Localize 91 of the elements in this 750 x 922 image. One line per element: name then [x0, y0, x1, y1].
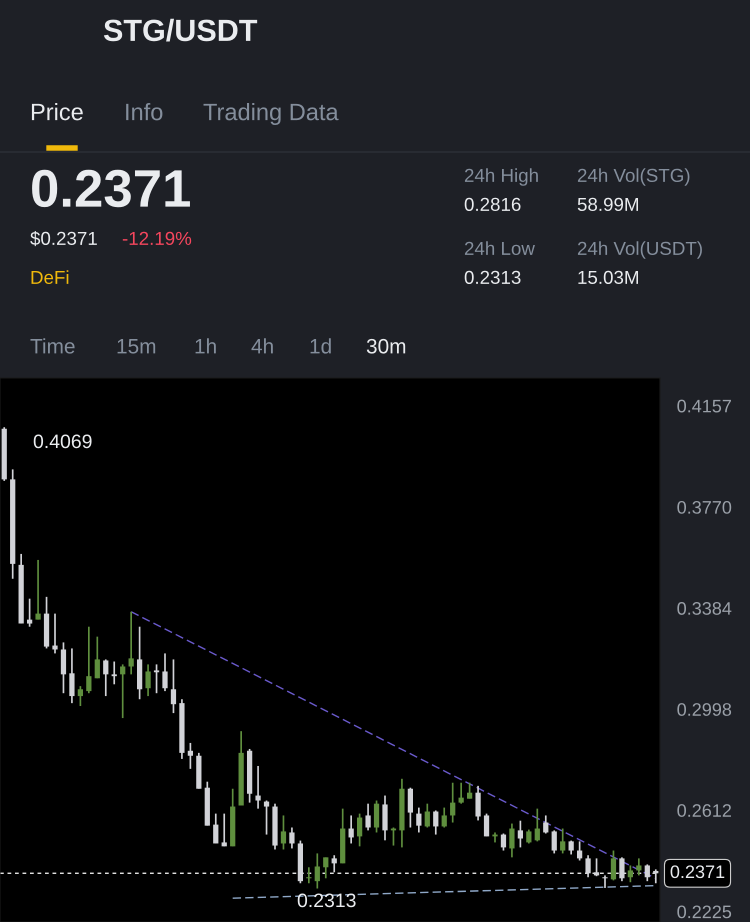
text: Price: [32, 102, 83, 120]
text: Info: [126, 103, 162, 120]
text: 4h: [251, 338, 273, 354]
candlestick: [636, 858, 642, 876]
candlestick: [162, 652, 168, 692]
candlestick: [222, 812, 227, 848]
text: 0.2816: [464, 198, 521, 212]
candlestick: [576, 840, 582, 862]
candlestick: [120, 664, 126, 719]
text: DeFi: [32, 270, 68, 284]
y-tick-label: 0.3770: [677, 500, 732, 514]
candlestick: [518, 820, 524, 848]
text: 58.99M: [578, 198, 638, 212]
candlestick: [408, 786, 414, 828]
candlestick: [356, 812, 362, 848]
y-tick-label: 0.4157: [677, 400, 731, 412]
candlestick: [450, 782, 456, 824]
candlestick: [332, 854, 337, 874]
candlestick: [543, 814, 548, 834]
candlestick: [255, 765, 261, 810]
candlestick: [653, 868, 658, 884]
candlestick: [78, 685, 84, 707]
candlestick: [526, 828, 532, 844]
candlestick: [492, 832, 498, 844]
candlestick: [500, 832, 506, 852]
candlestick: [306, 866, 312, 884]
candlestick: [188, 742, 194, 770]
candlestick: [154, 664, 160, 694]
candlestick: [314, 852, 320, 890]
candlestick: [145, 664, 151, 697]
candlestick: [264, 800, 270, 836]
text: 0.2371: [32, 170, 190, 208]
text: 15m: [118, 339, 156, 354]
y-tick-label: 0.2225: [677, 905, 732, 918]
candlestick: [170, 658, 176, 714]
candlestick: [594, 858, 600, 878]
candlestick: [534, 808, 540, 842]
candlestick: [94, 636, 100, 680]
text: Time: [30, 338, 75, 354]
candlestick: [585, 854, 591, 878]
candlestick: [442, 806, 447, 828]
candlestick: [86, 626, 92, 694]
y-tick-label: 0.2612: [677, 804, 731, 817]
text: 15.03M: [578, 270, 638, 284]
text: 0.2313: [464, 270, 521, 284]
y-tick-label: 0.3384: [677, 602, 732, 615]
chart-title: STG/USDT: [104, 18, 258, 42]
text: 30m: [366, 338, 406, 354]
text: 1d: [310, 338, 331, 354]
candlestick: [644, 864, 650, 882]
candlestick: [560, 828, 566, 854]
candlestick: [374, 800, 380, 834]
ref-line-label: 0.2371: [670, 865, 724, 878]
candlestick: [602, 874, 608, 889]
candlestick: [552, 830, 557, 854]
candlestick: [416, 806, 422, 834]
text: Trading Data: [204, 102, 339, 126]
candlestick: [128, 610, 134, 676]
text: 24h Vol(STG): [578, 168, 690, 186]
candlestick: [610, 850, 616, 882]
text: 24h High: [464, 168, 538, 186]
candlestick: [52, 612, 58, 654]
candlestick: [458, 782, 464, 805]
candlestick: [26, 598, 32, 628]
candlestick: [390, 826, 396, 846]
candlestick: [475, 785, 481, 822]
candlestick: [484, 812, 490, 838]
candlestick: [280, 814, 286, 850]
candlestick: [35, 559, 41, 620]
text: -12.19%: [122, 232, 192, 246]
candlestick: [433, 810, 438, 836]
candlestick: [628, 864, 634, 884]
candlestick: [69, 648, 75, 704]
y-tick-label: 0.2998: [677, 703, 732, 716]
candlestick: [103, 658, 108, 697]
candlestick: [213, 812, 218, 844]
candlestick: [619, 856, 625, 882]
candlestick: [424, 802, 430, 828]
candlestick: [289, 826, 295, 850]
text: 1h: [196, 338, 216, 354]
candlestick: [509, 822, 515, 858]
text: 24h Vol(USDT): [578, 241, 702, 259]
annotation: 0.4069: [34, 434, 92, 448]
candlestick: [323, 856, 328, 880]
candlestick: [348, 814, 354, 844]
text: 24h Low: [464, 241, 535, 256]
candlestick: [365, 802, 371, 832]
text: $0.2371: [30, 230, 97, 246]
annotation: 0.2313: [298, 893, 356, 908]
candlestick: [568, 840, 574, 856]
candlestick: [466, 782, 472, 800]
